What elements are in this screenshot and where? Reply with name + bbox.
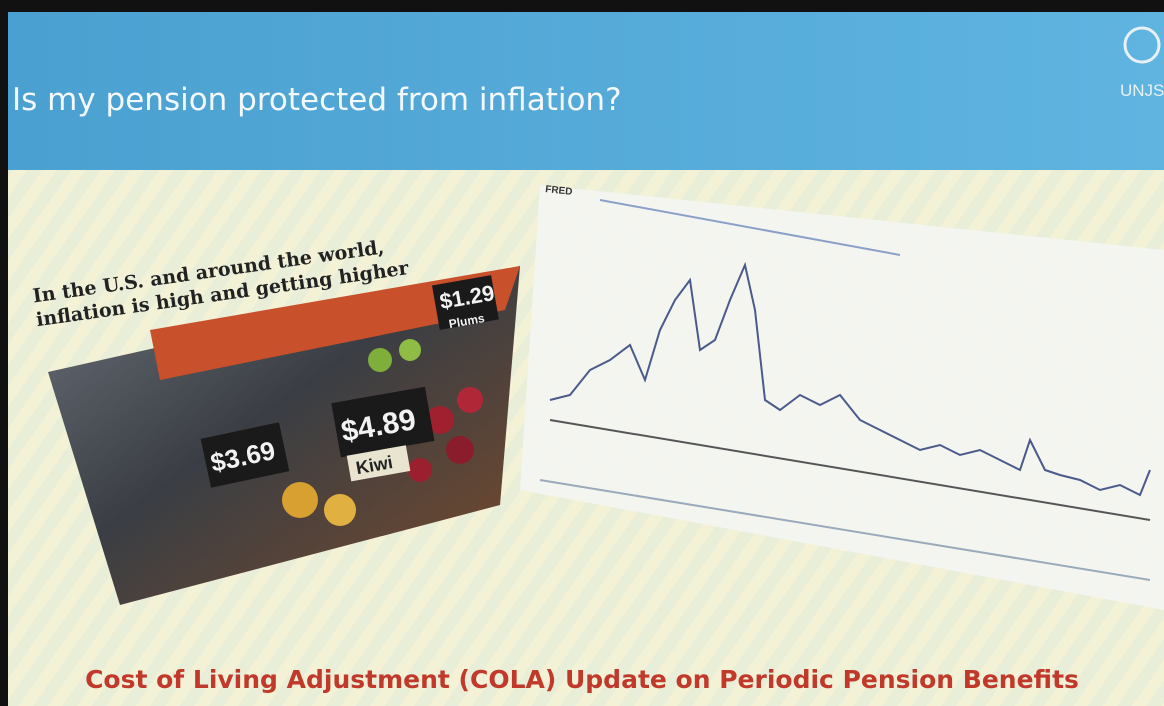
page: COLA slide {"slide": { "title": "Is my p… [0,0,1164,706]
slide-photo: Is my pension protected from inflation? … [0,0,1164,706]
logo-text: UNJS [1120,81,1164,100]
footer: Cost of Living Adjustment (COLA) Update … [85,665,1079,694]
slide-title: Is my pension protected from inflation? [12,82,622,118]
page-body: Is my pension protected from inflation? … [0,0,1164,706]
